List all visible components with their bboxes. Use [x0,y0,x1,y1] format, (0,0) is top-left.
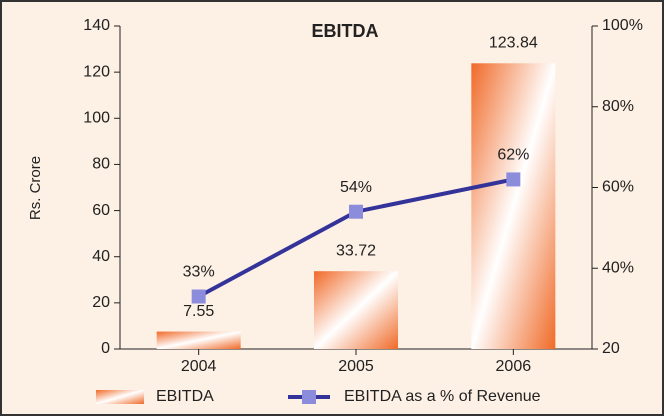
bar [471,63,556,350]
y-tick-label: 60 [92,202,110,219]
y2-tick-label: 40% [602,259,634,276]
line-marker [349,204,363,219]
legend-marker [302,390,316,404]
y2-tick-label: 60% [602,179,634,196]
y2-tick-label: 20 [602,340,620,357]
chart-title: EBITDA [312,21,379,41]
bar [156,331,241,349]
y-tick-label: 120 [83,63,110,80]
bar-value-label: 123.84 [489,35,538,52]
y-tick-label: 140 [83,17,110,34]
legend-label: EBITDA as a % of Revenue [344,388,541,405]
legend-swatch [96,390,144,404]
bar-value-label: 7.55 [183,303,214,320]
bar [314,271,398,349]
line-value-label: 54% [340,179,372,196]
legend-label: EBITDA [156,388,214,405]
line-marker [191,289,206,304]
line-value-label: 62% [497,147,529,164]
y-tick-label: 100 [83,110,110,127]
y-tick-label: 20 [92,294,110,311]
y-tick-label: 0 [101,340,110,357]
line-marker [506,172,521,187]
y2-tick-label: 100% [602,17,643,34]
y-tick-label: 80 [92,156,110,173]
y2-tick-label: 80% [602,98,634,115]
x-tick-label: 2005 [338,358,374,375]
bar-value-label: 33.72 [336,242,376,259]
y-tick-label: 40 [92,248,110,265]
y-axis-label: Rs. Crore [27,156,44,220]
line-value-label: 33% [183,264,215,281]
x-tick-label: 2004 [181,358,217,375]
x-tick-label: 2006 [496,358,532,375]
